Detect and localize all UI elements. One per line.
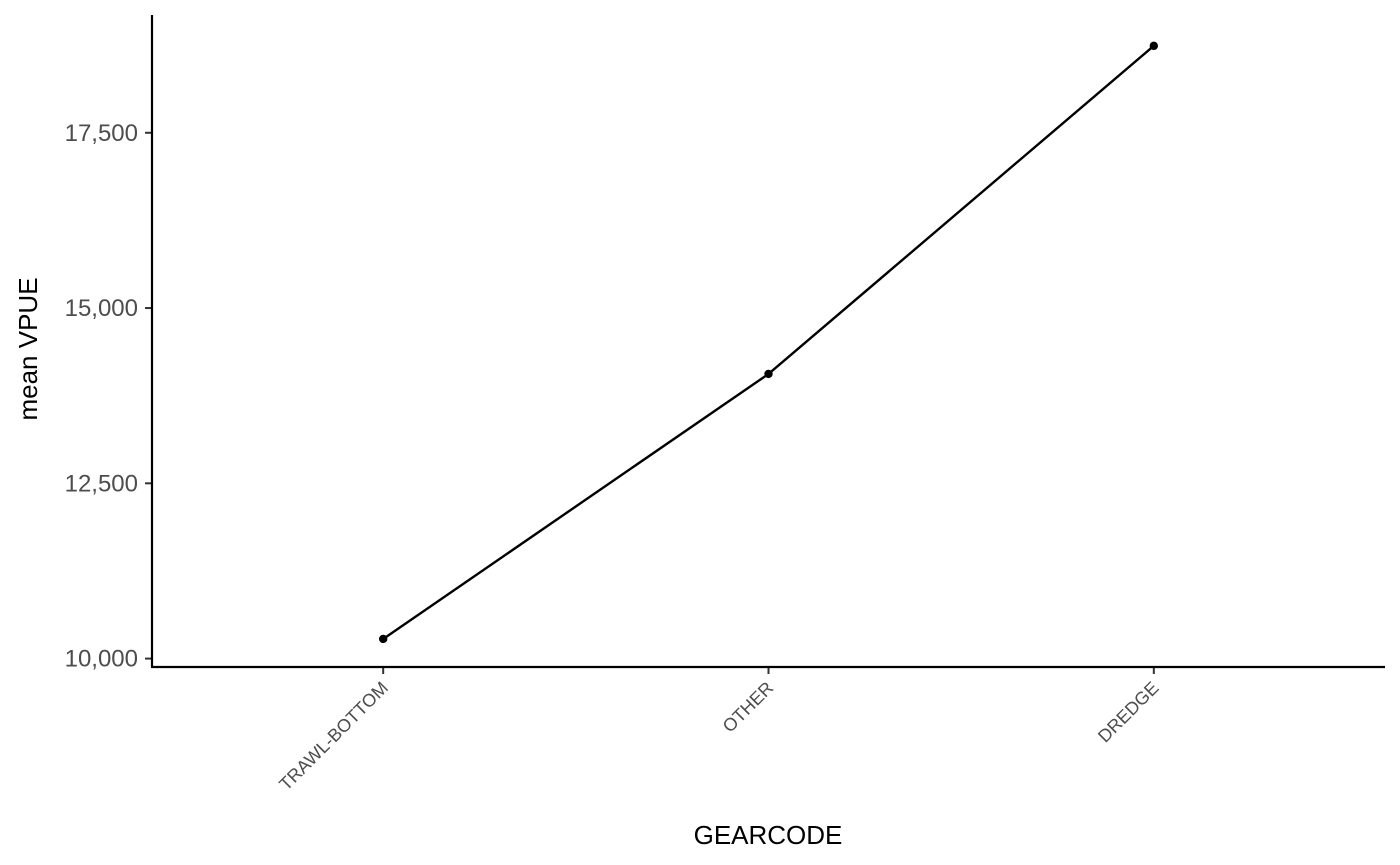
data-point [378,634,388,644]
x-tick-label: OTHER [719,678,778,737]
y-axis-ticks: 10,000 12,500 15,000 17,500 [65,120,152,673]
series-line-group [378,41,1159,644]
data-point [1149,41,1159,51]
y-tick-label: 17,500 [65,120,138,147]
x-axis-ticks: TRAWL-BOTTOM OTHER DREDGE [275,667,1163,795]
x-tick-label: TRAWL-BOTTOM [275,678,392,795]
y-tick-label: 15,000 [65,295,138,322]
y-tick-label: 12,500 [65,470,138,497]
series-line [382,44,1155,640]
y-axis-title: mean VPUE [13,277,43,420]
y-tick-label: 10,000 [65,646,138,673]
data-point [764,369,773,379]
x-axis-title: GEARCODE [694,820,843,850]
x-tick-label: DREDGE [1094,678,1163,747]
